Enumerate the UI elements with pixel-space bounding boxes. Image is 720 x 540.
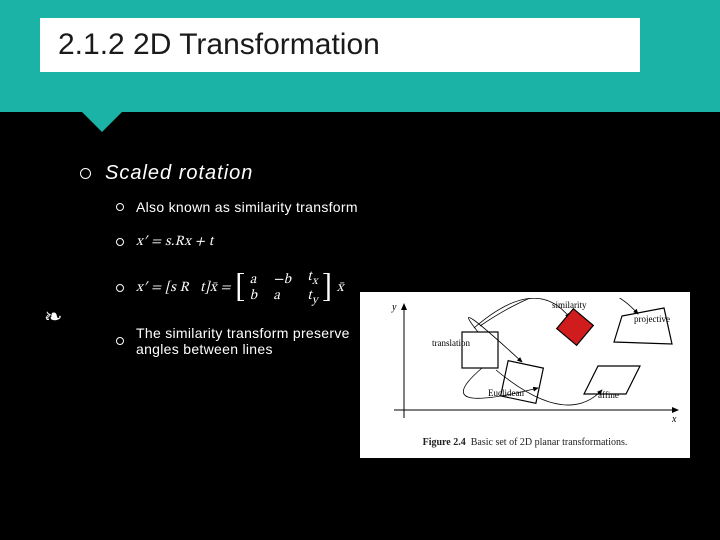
- svg-text:x: x: [671, 414, 677, 425]
- bullet-lvl2-label: The similarity transform preserve angles…: [136, 325, 376, 357]
- svg-text:projective: projective: [634, 314, 670, 324]
- bullet-lvl2: Also known as similarity transform: [116, 199, 670, 215]
- bullet-icon: [116, 238, 124, 246]
- flourish-icon: ❧: [44, 304, 62, 330]
- svg-text:translation: translation: [432, 338, 470, 348]
- svg-text:similarity: similarity: [552, 300, 587, 310]
- math-inline: x′ = s.Rx + t: [136, 233, 213, 251]
- math-matrix: x′ = [s R t]x̄ = [ a b −b a tx ty ] x̄: [136, 269, 344, 307]
- svg-text:affine: affine: [598, 390, 619, 400]
- title-box: 2.1.2 2D Transformation: [40, 18, 640, 72]
- figure-2-4: x y translation Euclidean similarity affine…: [360, 292, 690, 458]
- svg-text:Euclidean: Euclidean: [488, 388, 524, 398]
- bullet-lvl1: Scaled rotation: [80, 162, 670, 185]
- figure-caption-text: Basic set of 2D planar transformations.: [471, 437, 628, 448]
- slide-header: 2.1.2 2D Transformation: [0, 0, 720, 112]
- transformation-diagram: x y translation Euclidean similarity affine…: [366, 298, 684, 426]
- bullet-icon: [116, 203, 124, 211]
- figure-caption: Figure 2.4 Basic set of 2D planar transf…: [366, 437, 684, 448]
- figure-number: Figure 2.4: [423, 437, 466, 448]
- bullet-icon: [116, 284, 124, 292]
- bullet-lvl2-label: Also known as similarity transform: [136, 199, 358, 215]
- bullet-icon: [116, 337, 124, 345]
- svg-text:y: y: [391, 302, 397, 313]
- slide-title: 2.1.2 2D Transformation: [58, 28, 622, 62]
- bullet-lvl1-label: Scaled rotation: [105, 162, 253, 185]
- slide-body: ❧ Scaled rotation Also known as similari…: [0, 112, 720, 357]
- bullet-lvl2: The similarity transform preserve angles…: [116, 325, 376, 357]
- bullet-lvl2: x′ = s.Rx + t: [116, 233, 670, 251]
- bullet-icon: [80, 168, 91, 179]
